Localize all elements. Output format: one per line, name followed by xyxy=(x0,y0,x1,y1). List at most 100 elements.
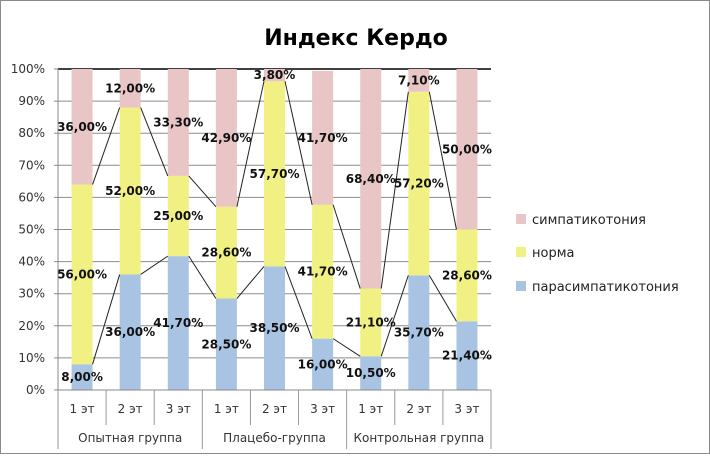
bar-segment xyxy=(167,69,189,176)
y-tick-label: 90% xyxy=(18,94,45,108)
data-label: 21,40% xyxy=(442,349,492,363)
bar-segment xyxy=(119,274,141,390)
series-line xyxy=(380,275,409,357)
bar-segment xyxy=(215,69,237,207)
x-tick-label: 2 эт xyxy=(406,402,431,416)
y-tick-label: 0% xyxy=(26,383,45,397)
bar-segment xyxy=(71,69,93,185)
bar-segment xyxy=(167,175,189,257)
data-label: 25,00% xyxy=(153,209,203,223)
data-label: 35,70% xyxy=(394,326,444,340)
y-tick-label: 100% xyxy=(11,62,45,76)
data-label: 50,00% xyxy=(442,142,492,156)
legend-label: симпатикотония xyxy=(532,213,646,228)
group-label: Контрольная группа xyxy=(353,431,484,445)
data-label: 21,10% xyxy=(346,315,396,329)
y-tick-label: 40% xyxy=(18,255,45,269)
bar-segment xyxy=(408,69,430,92)
legend-swatch xyxy=(516,247,526,257)
bar-segment xyxy=(312,204,334,339)
series-line xyxy=(140,255,169,275)
data-label: 57,70% xyxy=(250,167,300,181)
y-tick-label: 70% xyxy=(18,158,45,172)
y-tick-label: 50% xyxy=(18,223,45,237)
legend-label: парасимпатикотония xyxy=(532,280,679,295)
data-label: 16,00% xyxy=(298,357,348,371)
y-tick-label: 30% xyxy=(18,287,45,301)
data-label: 28,60% xyxy=(442,268,492,282)
bar-segment xyxy=(264,69,285,82)
bar-segment xyxy=(119,107,141,275)
bar-segment xyxy=(408,91,430,276)
x-tick-label: 3 эт xyxy=(310,402,335,416)
data-label: 68,40% xyxy=(346,172,396,186)
series-line xyxy=(236,266,265,299)
data-label: 38,50% xyxy=(250,321,300,335)
x-tick-label: 1 эт xyxy=(358,402,383,416)
legend-swatch xyxy=(516,214,526,224)
x-tick-label: 3 эт xyxy=(166,402,191,416)
bar-segment xyxy=(360,69,382,289)
bar-segment xyxy=(408,275,430,390)
data-label: 8,00% xyxy=(61,370,103,384)
group-label: Плацебо-группа xyxy=(223,431,326,445)
data-label: 57,20% xyxy=(394,177,444,191)
x-tick-label: 3 эт xyxy=(454,402,479,416)
data-label: 52,00% xyxy=(105,184,155,198)
y-tick-label: 60% xyxy=(18,190,45,204)
series-line xyxy=(236,81,265,207)
y-tick-label: 10% xyxy=(18,351,45,365)
data-label: 28,60% xyxy=(201,246,251,260)
bar-segment xyxy=(456,229,478,322)
x-tick-label: 2 эт xyxy=(118,402,143,416)
x-tick-label: 1 эт xyxy=(214,402,239,416)
chart-title: Индекс Кердо xyxy=(264,26,447,51)
series-line xyxy=(332,204,361,289)
data-label: 7,10% xyxy=(398,73,440,87)
series-line xyxy=(284,81,313,205)
data-label: 10,50% xyxy=(346,366,396,380)
group-label: Опытная группа xyxy=(78,431,182,445)
x-tick-label: 2 эт xyxy=(262,402,287,416)
data-label: 42,90% xyxy=(201,131,251,145)
bar-segment xyxy=(360,288,382,357)
data-label: 36,00% xyxy=(57,120,107,134)
series-line xyxy=(140,107,169,177)
data-label: 3,80% xyxy=(254,68,296,82)
data-label: 36,00% xyxy=(105,325,155,339)
series-line xyxy=(428,275,457,322)
series-line xyxy=(380,91,409,289)
data-label: 33,30% xyxy=(153,115,203,129)
bar-segment xyxy=(119,69,141,108)
bar-segment xyxy=(215,206,237,299)
bar-segment xyxy=(264,81,285,267)
series-line xyxy=(92,274,121,365)
bar-segment xyxy=(456,69,478,230)
y-tick-label: 80% xyxy=(18,126,45,140)
bar-segment xyxy=(215,298,237,390)
data-label: 41,70% xyxy=(298,265,348,279)
bar-segment xyxy=(71,364,93,390)
bar-segment xyxy=(71,184,93,365)
data-label: 56,00% xyxy=(57,267,107,281)
series-line xyxy=(332,338,361,357)
bar-segment xyxy=(312,338,334,390)
data-label: 41,70% xyxy=(298,131,348,145)
data-label: 41,70% xyxy=(153,316,203,330)
data-label: 28,50% xyxy=(201,337,251,351)
y-tick-label: 20% xyxy=(18,319,45,333)
bar-segment xyxy=(264,266,285,390)
series-line xyxy=(92,107,121,185)
series-line xyxy=(188,255,217,299)
series-line xyxy=(428,91,457,230)
bar-segment xyxy=(456,321,478,390)
data-label: 12,00% xyxy=(105,81,155,95)
bar-segment xyxy=(360,356,382,390)
x-tick-label: 1 эт xyxy=(70,402,95,416)
bar-segment xyxy=(167,256,189,390)
series-line xyxy=(188,175,217,208)
legend-label: норма xyxy=(532,246,574,261)
legend-swatch xyxy=(516,281,526,291)
